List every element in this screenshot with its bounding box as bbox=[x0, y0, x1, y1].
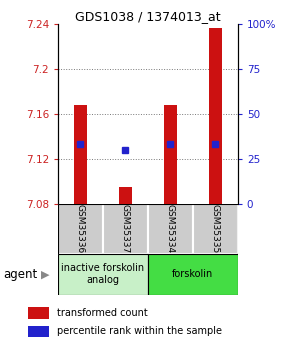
Bar bbox=[58, 254, 148, 295]
Text: inactive forskolin
analog: inactive forskolin analog bbox=[61, 264, 144, 285]
Text: GSM35335: GSM35335 bbox=[211, 204, 220, 253]
Bar bbox=[74, 105, 87, 204]
Bar bbox=[148, 204, 193, 254]
Bar bbox=[193, 204, 238, 254]
Bar bbox=[103, 204, 148, 254]
Bar bbox=[209, 28, 222, 204]
Bar bbox=[148, 254, 238, 295]
Bar bbox=[164, 105, 177, 204]
Bar bbox=[58, 204, 103, 254]
Text: GSM35336: GSM35336 bbox=[76, 204, 85, 253]
Title: GDS1038 / 1374013_at: GDS1038 / 1374013_at bbox=[75, 10, 221, 23]
Bar bbox=[28, 307, 49, 318]
Text: ▶: ▶ bbox=[41, 269, 49, 279]
Text: percentile rank within the sample: percentile rank within the sample bbox=[57, 326, 222, 336]
Text: GSM35334: GSM35334 bbox=[166, 204, 175, 253]
Bar bbox=[28, 326, 49, 337]
Text: GSM35337: GSM35337 bbox=[121, 204, 130, 253]
Text: forskolin: forskolin bbox=[172, 269, 213, 279]
Text: transformed count: transformed count bbox=[57, 308, 148, 318]
Text: agent: agent bbox=[3, 268, 37, 281]
Bar bbox=[119, 187, 132, 204]
